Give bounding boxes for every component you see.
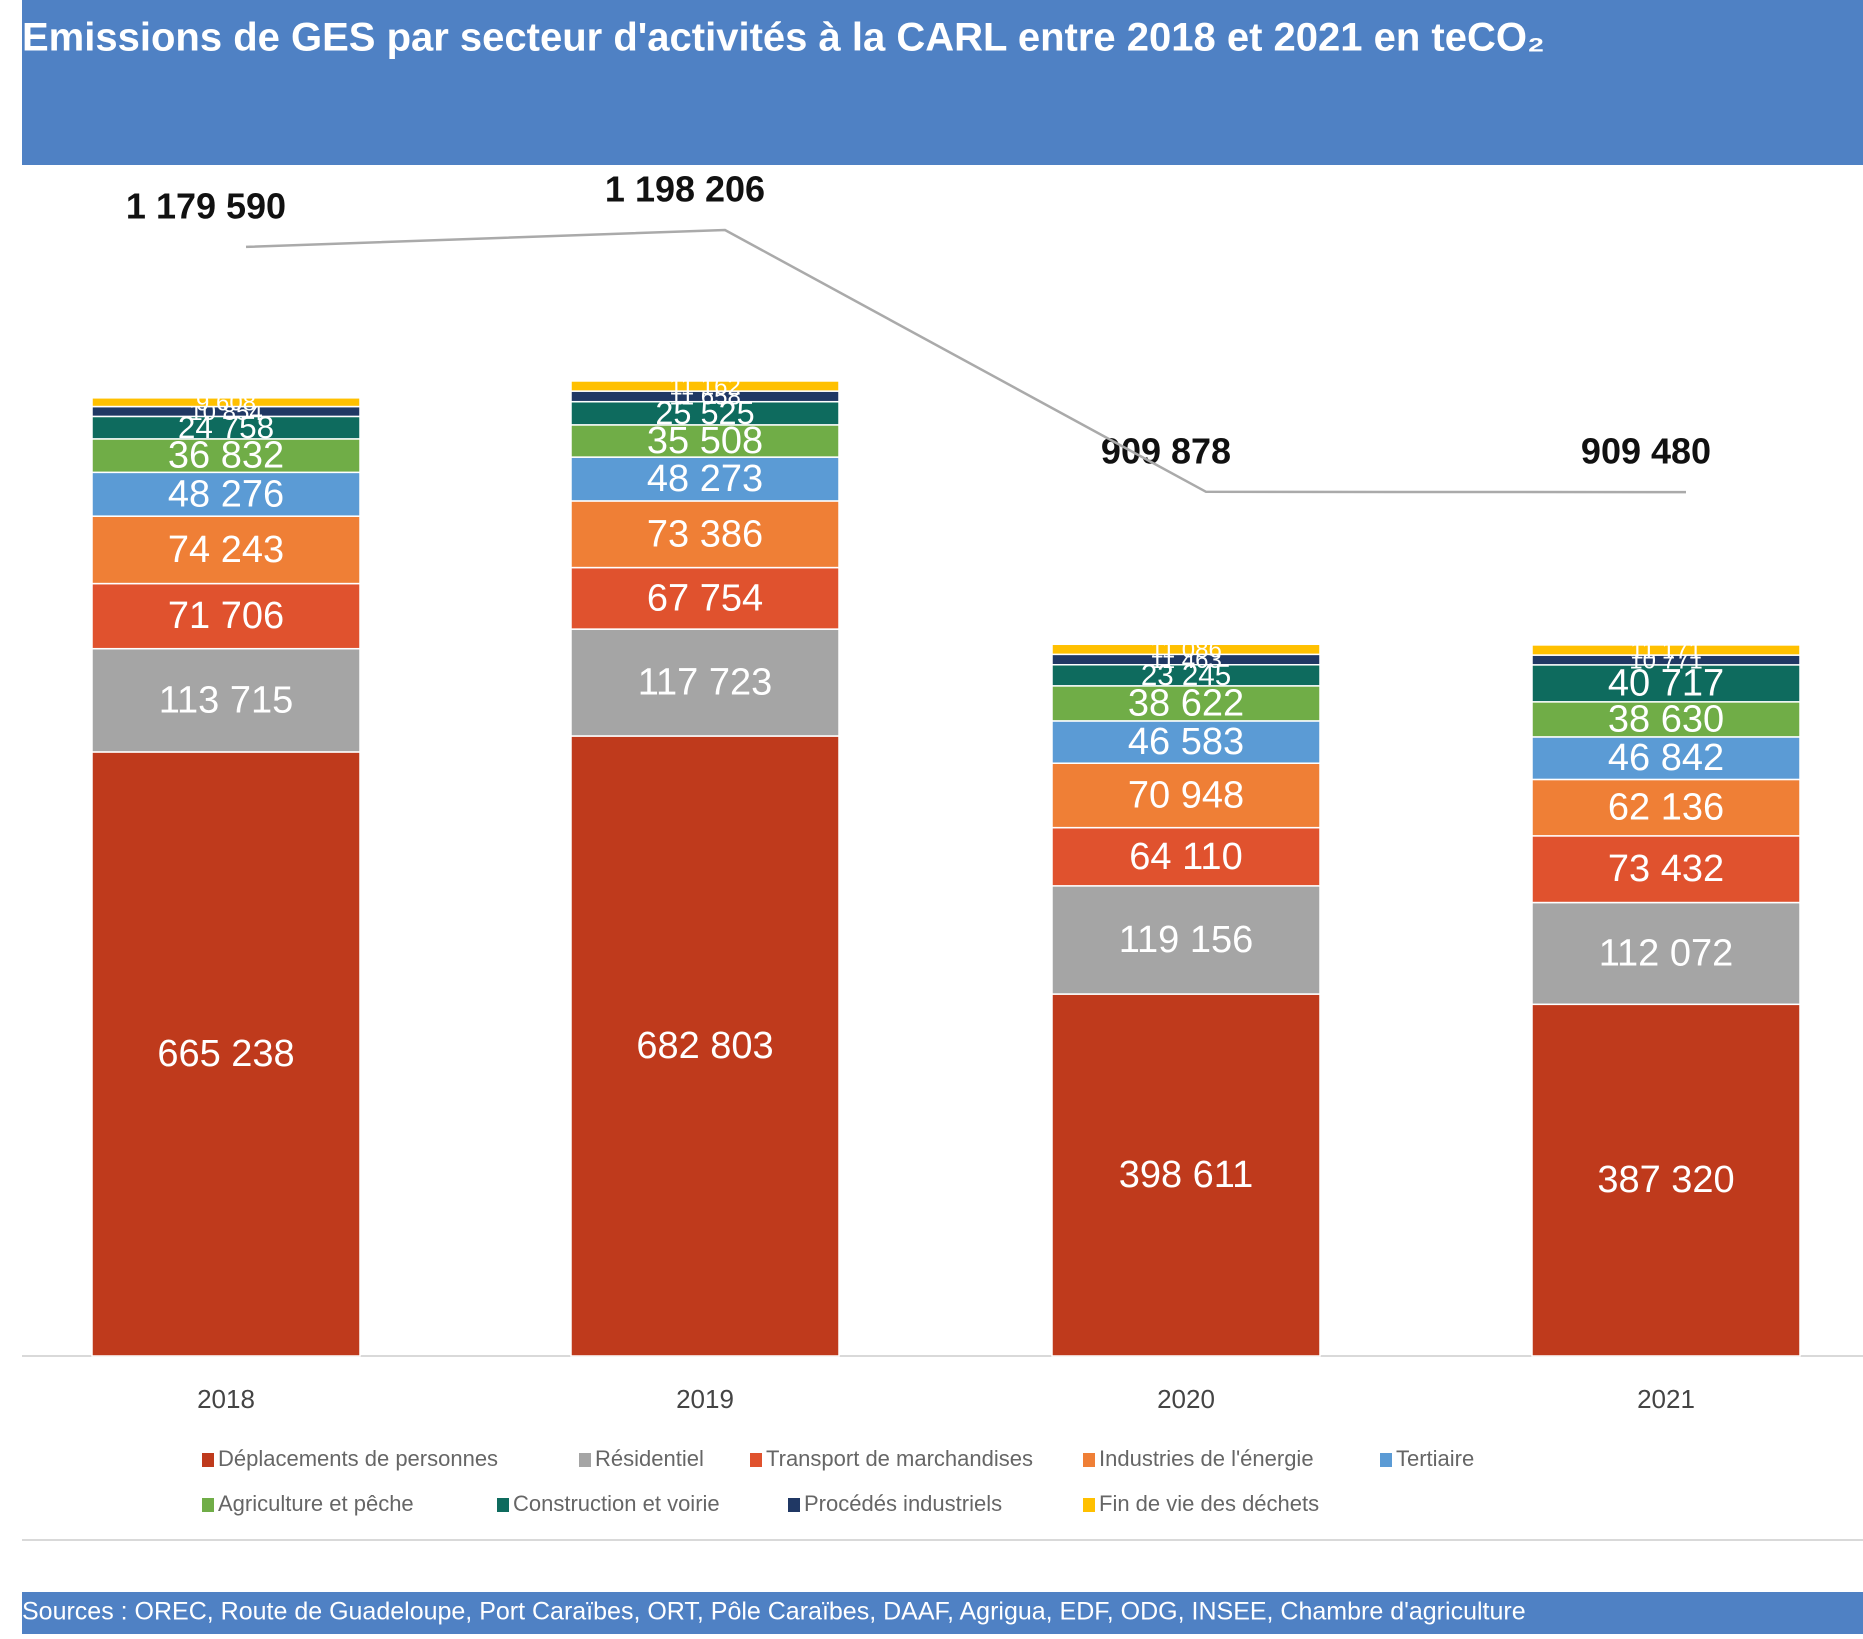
bar-segment <box>1531 736 1801 781</box>
bar-segment <box>1531 644 1801 656</box>
bar-segment <box>570 456 840 502</box>
legend-label: Déplacements de personnes <box>218 1446 498 1471</box>
bar-segment <box>1531 835 1801 904</box>
segment-label: 73 386 <box>647 513 763 555</box>
bar-segment <box>570 566 840 630</box>
chart-title: Emissions de GES par secteur d'activités… <box>22 16 1545 60</box>
legend-label: Construction et voirie <box>513 1491 720 1516</box>
legend-label: Agriculture et pêche <box>218 1491 414 1516</box>
bar-segment <box>1051 643 1321 656</box>
bar-segment <box>1531 1003 1801 1357</box>
segment-label: 73 432 <box>1608 848 1724 890</box>
segment-label: 71 706 <box>168 595 284 637</box>
segment-label: 64 110 <box>1129 836 1242 878</box>
bar-segment <box>570 735 840 1357</box>
bar-segment <box>91 471 361 517</box>
legend-label: Industries de l'énergie <box>1099 1446 1314 1471</box>
x-tick-label: 2020 <box>1157 1384 1215 1414</box>
segment-label: 35 508 <box>647 420 763 462</box>
bar-segment <box>91 647 361 753</box>
segment-label: 11 162 <box>669 373 741 400</box>
segment-label: 70 948 <box>1128 774 1244 816</box>
segment-label: 11 171 <box>1630 637 1702 664</box>
bar-segment <box>1051 993 1321 1357</box>
segment-label: 67 754 <box>647 577 763 619</box>
total-label: 909 480 <box>1581 431 1711 472</box>
segment-label: 398 611 <box>1119 1154 1254 1196</box>
bar-segment <box>1051 720 1321 764</box>
bar-segment <box>91 515 361 585</box>
legend-label: Transport de marchandises <box>766 1446 1033 1471</box>
source: Sources : OREC, Route de Guadeloupe, Por… <box>22 1598 1526 1626</box>
segment-label: 48 273 <box>647 458 763 500</box>
legend-swatch <box>788 1498 800 1512</box>
segment-label: 682 803 <box>636 1025 773 1067</box>
bar-segment <box>570 424 840 458</box>
bar-segment <box>91 397 361 408</box>
segment-label: 36 832 <box>168 435 284 477</box>
x-tick-label: 2018 <box>197 1384 255 1414</box>
bar-segment <box>1531 901 1801 1006</box>
segment-label: 62 136 <box>1608 787 1724 829</box>
legend-swatch <box>497 1498 509 1512</box>
segment-label: 38 622 <box>1128 682 1244 724</box>
segment-label: 74 243 <box>168 529 284 571</box>
legend-swatch <box>579 1453 591 1467</box>
segment-label: 112 072 <box>1599 932 1734 974</box>
x-tick-label: 2019 <box>676 1384 734 1414</box>
bar-segment <box>570 628 840 737</box>
header-band <box>22 0 1863 165</box>
legend-swatch <box>750 1453 762 1467</box>
segment-label: 46 583 <box>1128 721 1244 763</box>
legend-swatch <box>1083 1453 1095 1467</box>
legend-label: Tertiaire <box>1396 1446 1474 1471</box>
segment-label: 119 156 <box>1119 919 1254 961</box>
bar-segment <box>1051 762 1321 829</box>
bar-segment <box>570 500 840 569</box>
segment-label: 665 238 <box>157 1033 294 1075</box>
segment-label: 38 630 <box>1608 698 1724 740</box>
legend-swatch <box>1083 1498 1095 1512</box>
segment-label: 46 842 <box>1608 737 1724 779</box>
segment-label: 40 717 <box>1608 662 1724 704</box>
total-label: 1 179 590 <box>126 185 286 226</box>
segment-label: 11 086 <box>1150 637 1222 664</box>
bar-segment <box>1051 885 1321 995</box>
legend-swatch <box>202 1498 214 1512</box>
bar-segment <box>1531 778 1801 837</box>
total-line <box>245 228 1687 494</box>
bar-segment <box>1051 685 1321 722</box>
source-band <box>22 1592 1863 1634</box>
segment-label: 387 320 <box>1597 1159 1734 1201</box>
segment-label: 9 608 <box>196 390 256 417</box>
legend-label: Fin de vie des déchets <box>1099 1491 1319 1516</box>
bar-segment <box>570 380 840 392</box>
bar-segment <box>91 751 361 1357</box>
segment-label: 48 276 <box>168 473 284 515</box>
legend-label: Procédés industriels <box>804 1491 1002 1516</box>
total-label: 1 198 206 <box>605 169 765 210</box>
legend-swatch <box>202 1453 214 1467</box>
segment-label: 113 715 <box>159 679 294 721</box>
segment-label: 117 723 <box>638 662 773 704</box>
x-tick-label: 2021 <box>1637 1384 1695 1414</box>
bar-segment <box>91 582 361 650</box>
legend-swatch <box>1380 1453 1392 1467</box>
legend-label: Résidentiel <box>595 1446 704 1471</box>
bar-segment <box>1531 664 1801 703</box>
total-label: 909 878 <box>1101 430 1231 471</box>
